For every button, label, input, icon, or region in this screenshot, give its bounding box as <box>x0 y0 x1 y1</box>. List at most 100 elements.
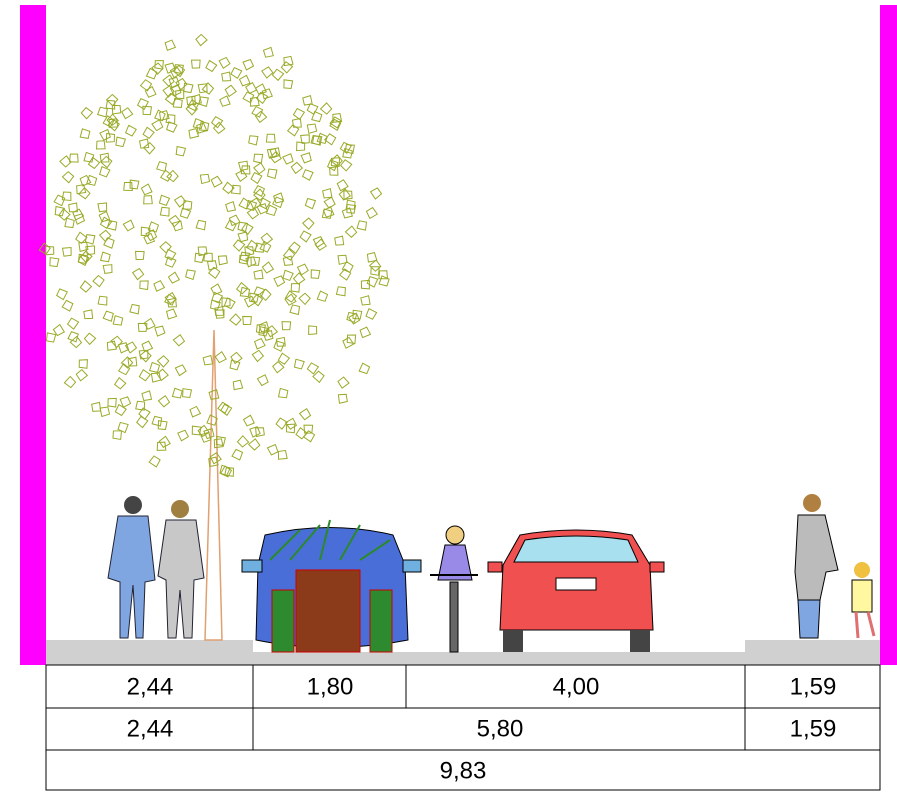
leaf <box>103 97 118 112</box>
leaf <box>243 254 258 269</box>
leaf <box>61 300 73 312</box>
leaf <box>179 206 192 219</box>
leaf <box>143 127 154 138</box>
leaf <box>283 249 295 261</box>
head <box>854 562 870 578</box>
leaf <box>358 277 373 292</box>
leaf <box>143 85 158 100</box>
leaf <box>263 131 278 146</box>
leaf <box>242 413 257 428</box>
leaf <box>299 150 314 165</box>
leaf <box>197 171 213 187</box>
leaf <box>272 273 287 288</box>
leaf <box>364 206 379 221</box>
leaf <box>369 186 383 200</box>
leaf <box>206 60 218 72</box>
leaf <box>52 323 66 337</box>
leaf <box>251 349 265 363</box>
leaf <box>329 119 341 131</box>
leaf <box>132 248 147 263</box>
mirror <box>242 560 262 572</box>
leaf <box>149 456 160 467</box>
leaf <box>336 376 350 390</box>
leaf <box>116 340 131 355</box>
leaf <box>135 319 150 334</box>
leaf <box>345 225 358 238</box>
leaf <box>102 237 115 250</box>
dimension: 2,44 <box>127 715 174 742</box>
child <box>852 580 872 612</box>
person <box>795 515 838 600</box>
leaf <box>141 80 152 91</box>
head <box>171 500 189 518</box>
leaf <box>137 277 152 292</box>
leaf <box>298 407 312 421</box>
leaf <box>218 94 233 109</box>
leaf <box>110 335 123 348</box>
leaf <box>139 182 154 197</box>
leaf <box>218 402 229 413</box>
leaf <box>96 105 110 119</box>
leaf <box>308 266 323 281</box>
leaf <box>194 243 210 259</box>
leaf <box>162 38 177 53</box>
leaf <box>80 281 92 293</box>
leaf <box>279 318 294 333</box>
leaf <box>280 54 296 70</box>
leaf <box>261 261 275 275</box>
leaf <box>67 330 80 343</box>
leaf <box>320 102 333 115</box>
leaf <box>53 194 66 207</box>
license-plate <box>556 578 596 590</box>
leaf <box>81 107 93 119</box>
leaf <box>316 290 329 303</box>
leaf <box>206 387 221 402</box>
leaf <box>118 394 133 409</box>
leaf <box>116 421 129 434</box>
leaf <box>115 404 127 416</box>
dimension: 5,80 <box>477 715 524 742</box>
leaf <box>251 151 266 166</box>
leaf <box>154 439 169 454</box>
skirt <box>798 600 820 638</box>
dimension: 1,80 <box>307 673 354 700</box>
page: 2,44 1,80 4,00 1,59 2,44 5,80 1,59 9,83 … <box>0 0 897 791</box>
leaf <box>120 106 134 120</box>
leaf <box>254 110 268 124</box>
leaf <box>334 284 349 299</box>
leaf <box>237 435 250 448</box>
tree-trunk <box>205 330 222 640</box>
leaf <box>298 292 311 305</box>
leaf <box>358 293 374 309</box>
leaf <box>276 418 287 429</box>
leaf <box>355 218 369 232</box>
blue-car <box>242 520 421 652</box>
leaf <box>157 394 171 408</box>
leaf <box>230 67 242 79</box>
right-boundary <box>880 5 897 665</box>
leaf <box>147 220 160 233</box>
leaf <box>88 157 99 168</box>
leaf <box>220 404 232 416</box>
leaf <box>213 433 228 448</box>
leaf <box>256 373 271 388</box>
planter-post <box>272 590 294 652</box>
leaf <box>229 313 241 325</box>
leaf <box>237 73 252 88</box>
leaf <box>100 261 116 277</box>
head <box>446 526 464 544</box>
leaf <box>114 378 126 390</box>
leaf <box>78 127 92 141</box>
leaf <box>315 132 329 146</box>
leaf <box>304 197 317 210</box>
leaf <box>75 368 89 382</box>
leaf <box>281 61 293 73</box>
leaf <box>56 288 68 300</box>
leaf <box>250 172 262 184</box>
leaf <box>99 229 112 242</box>
leaf <box>278 353 289 364</box>
leaf <box>102 310 116 324</box>
leaf <box>215 252 231 268</box>
dimension: 1,59 <box>790 673 837 700</box>
left-boundary <box>20 5 46 665</box>
